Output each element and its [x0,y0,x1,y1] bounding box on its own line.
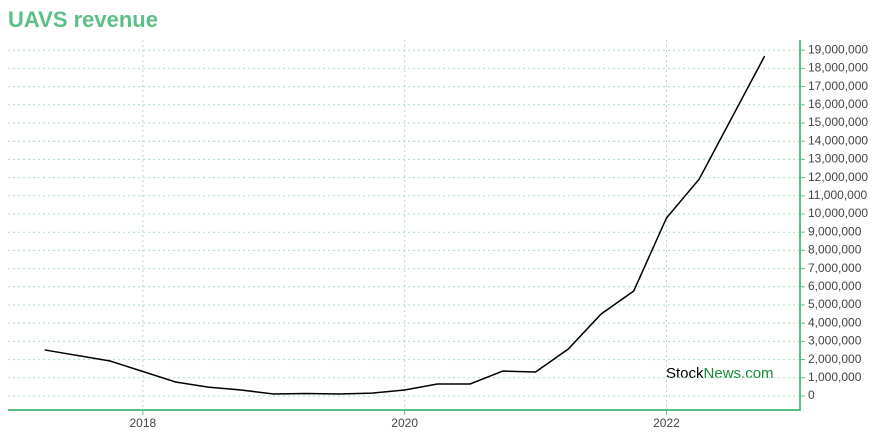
y-tick-label: 8,000,000 [808,243,862,257]
y-tick-label: 18,000,000 [808,61,868,75]
y-tick-label: 9,000,000 [808,224,862,238]
y-tick-label: 14,000,000 [808,133,868,147]
watermark-part: News.com [704,365,774,382]
y-tick-label: 15,000,000 [808,115,868,129]
watermark-part: Stock [666,365,704,382]
y-tick-label: 12,000,000 [808,170,868,184]
y-tick-label: 6,000,000 [808,279,862,293]
watermark: StockNews.com [666,365,774,382]
y-tick-label: 11,000,000 [808,188,867,202]
y-tick-label: 2,000,000 [808,352,862,366]
y-tick-label: 17,000,000 [808,79,868,93]
y-tick-label: 0 [808,388,815,402]
y-tick-label: 4,000,000 [808,315,862,329]
y-tick-label: 19,000,000 [808,42,868,56]
x-tick-label: 2018 [129,416,156,430]
y-tick-label: 7,000,000 [808,261,862,275]
series-line [44,55,766,395]
y-tick-label: 10,000,000 [808,206,868,220]
y-tick-label: 3,000,000 [808,334,862,348]
y-tick-label: 13,000,000 [808,152,868,166]
x-tick-label: 2020 [391,416,418,430]
y-tick-label: 1,000,000 [808,370,862,384]
x-tick-label: 2022 [653,416,680,430]
chart-title: UAVS revenue [8,7,158,32]
y-tick-label: 5,000,000 [808,297,862,311]
y-tick-label: 16,000,000 [808,97,868,111]
